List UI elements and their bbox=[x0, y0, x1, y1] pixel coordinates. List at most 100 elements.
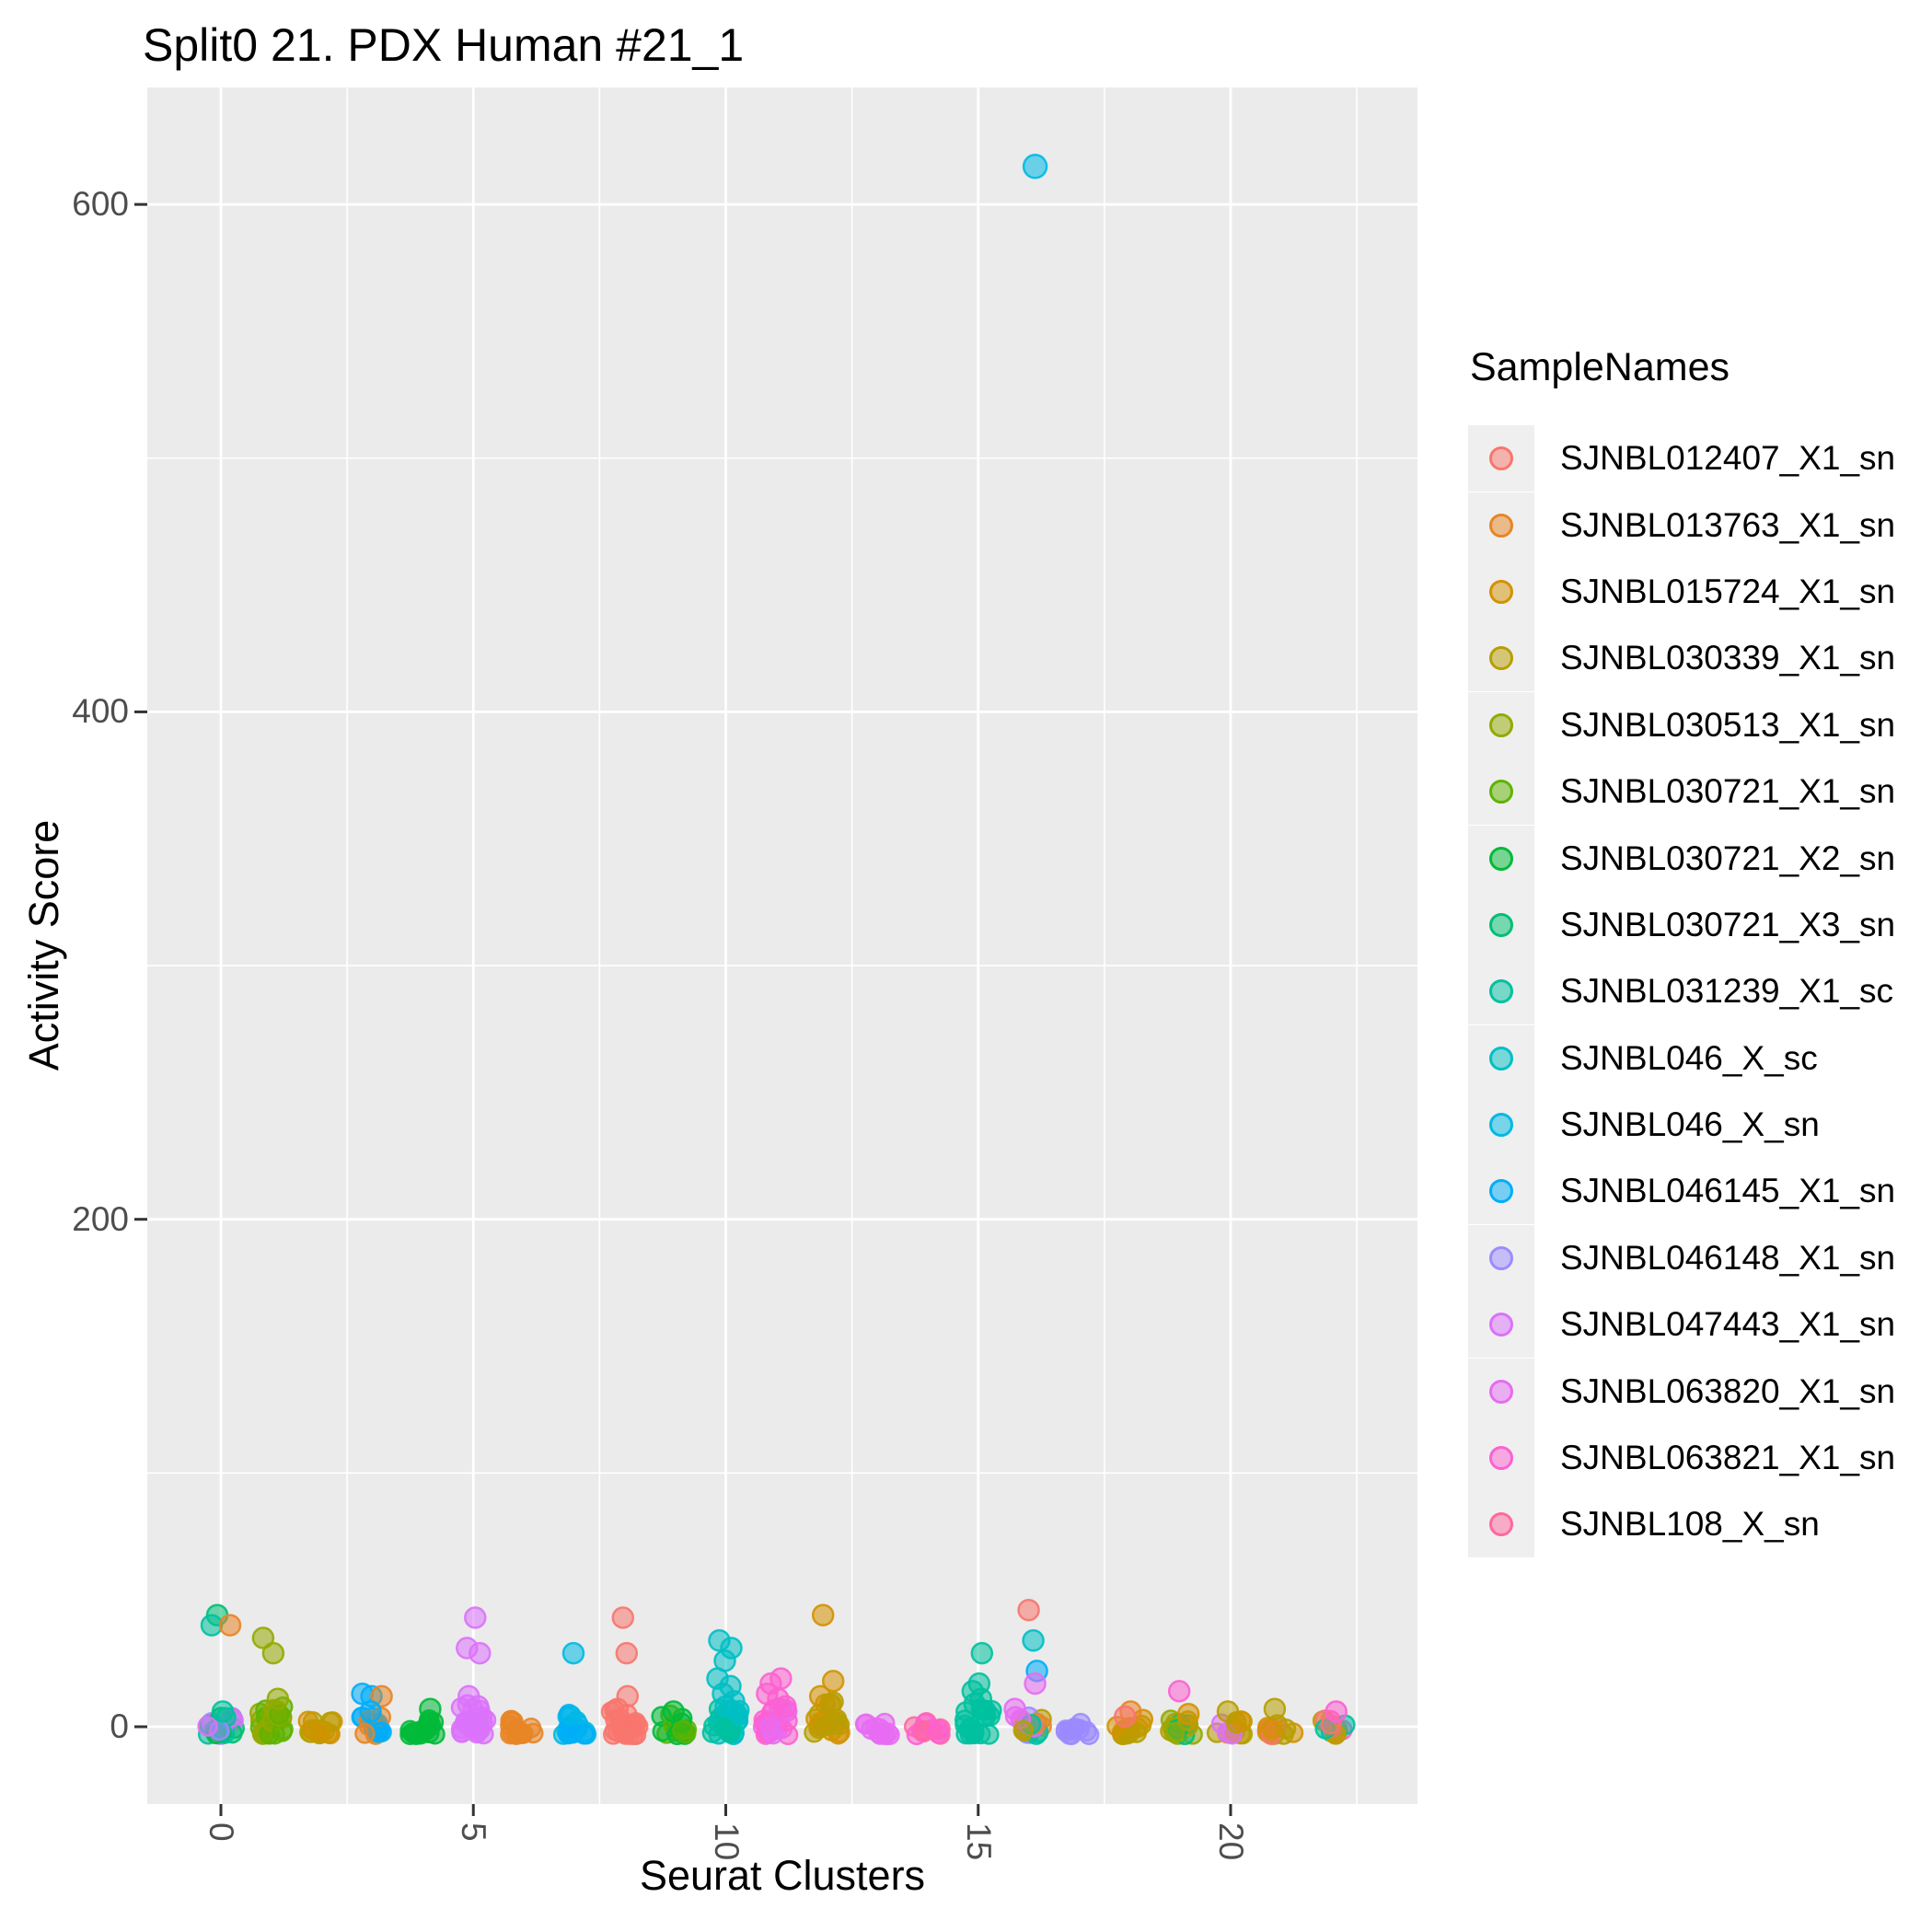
data-point bbox=[821, 1670, 845, 1693]
legend-entry: SJNBL030513_X1_sn bbox=[1468, 691, 1895, 758]
legend-key bbox=[1468, 691, 1534, 758]
data-point bbox=[1022, 1629, 1045, 1652]
legend-rows: SJNBL012407_X1_sn SJNBL013763_X1_sn SJNBL0… bbox=[1468, 425, 1895, 1558]
data-point bbox=[1017, 1598, 1040, 1622]
data-point bbox=[1325, 1700, 1348, 1723]
data-point bbox=[251, 1626, 275, 1649]
legend-entry: SJNBL030721_X2_sn bbox=[1468, 825, 1895, 892]
legend-entry: SJNBL063821_X1_sn bbox=[1468, 1425, 1895, 1492]
legend-entry: SJNBL031239_X1_sc bbox=[1468, 958, 1895, 1025]
legend-entry: SJNBL046148_X1_sn bbox=[1468, 1224, 1895, 1291]
legend-entry: SJNBL046145_X1_sn bbox=[1468, 1158, 1896, 1225]
legend-entry-label: SJNBL012407_X1_sn bbox=[1560, 439, 1896, 478]
legend-entry-label: SJNBL013763_X1_sn bbox=[1560, 505, 1896, 544]
legend-point-icon bbox=[1489, 1446, 1513, 1471]
data-point bbox=[714, 1695, 737, 1718]
legend-entry: SJNBL030721_X1_sn bbox=[1468, 758, 1895, 826]
data-point bbox=[261, 1641, 285, 1665]
data-point bbox=[672, 1719, 693, 1741]
data-point bbox=[1012, 1719, 1035, 1741]
data-point bbox=[1261, 1718, 1283, 1740]
legend: SampleNames SJNBL012407_X1_sn SJNBL013763… bbox=[1468, 345, 1895, 1558]
legend-point-icon bbox=[1489, 1113, 1513, 1138]
legend-point-icon bbox=[1489, 579, 1513, 604]
legend-key bbox=[1468, 1425, 1534, 1492]
data-point bbox=[879, 1724, 900, 1746]
y-axis-title: Activity Score bbox=[20, 819, 67, 1071]
legend-point-icon bbox=[1489, 1313, 1513, 1337]
data-point bbox=[1216, 1700, 1240, 1723]
legend-point-icon bbox=[1489, 712, 1513, 737]
y-tick-label: 200 bbox=[72, 1199, 129, 1238]
legend-entry-label: SJNBL047443_X1_sn bbox=[1560, 1305, 1896, 1344]
data-point bbox=[1126, 1722, 1148, 1743]
legend-key bbox=[1468, 891, 1534, 958]
data-point bbox=[354, 1723, 376, 1744]
legend-entry: SJNBL030339_X1_sn bbox=[1468, 625, 1896, 692]
legend-entry-label: SJNBL030339_X1_sn bbox=[1560, 639, 1896, 677]
legend-entry-label: SJNBL030721_X3_sn bbox=[1560, 905, 1896, 943]
legend-key bbox=[1468, 1092, 1534, 1159]
legend-title: SampleNames bbox=[1470, 345, 1730, 389]
data-point bbox=[467, 1695, 490, 1718]
data-point bbox=[266, 1687, 290, 1710]
legend-entry: SJNBL015724_X1_sn bbox=[1468, 558, 1896, 625]
data-point bbox=[969, 1723, 991, 1745]
y-tick-label: 400 bbox=[72, 692, 129, 731]
data-point bbox=[1263, 1697, 1287, 1720]
legend-point-icon bbox=[1489, 780, 1513, 804]
data-point bbox=[615, 1724, 637, 1745]
data-point bbox=[211, 1700, 235, 1723]
legend-key bbox=[1468, 758, 1534, 826]
data-point bbox=[1055, 1719, 1077, 1741]
x-tick-label: 5 bbox=[455, 1822, 493, 1842]
legend-entry-label: SJNBL046_X_sc bbox=[1560, 1038, 1818, 1077]
data-point bbox=[464, 1606, 487, 1629]
legend-key bbox=[1468, 558, 1534, 625]
legend-point-icon bbox=[1489, 1179, 1513, 1204]
data-point bbox=[359, 1700, 382, 1723]
panel-background bbox=[147, 87, 1417, 1804]
data-point bbox=[308, 1721, 330, 1742]
legend-key bbox=[1468, 625, 1534, 692]
data-point bbox=[970, 1641, 994, 1665]
legend-key bbox=[1468, 425, 1534, 492]
x-tick-label: 10 bbox=[707, 1822, 746, 1861]
data-point bbox=[814, 1716, 835, 1737]
legend-key bbox=[1468, 1224, 1534, 1291]
data-point bbox=[197, 1716, 218, 1737]
data-point bbox=[523, 1722, 544, 1744]
legend-key bbox=[1468, 825, 1534, 892]
outlier-point bbox=[1022, 154, 1048, 179]
legend-key bbox=[1468, 1158, 1534, 1225]
legend-entry-label: SJNBL015724_X1_sn bbox=[1560, 572, 1896, 610]
data-point bbox=[561, 1705, 582, 1727]
legend-entry: SJNBL030721_X3_sn bbox=[1468, 891, 1896, 958]
data-point bbox=[370, 1684, 393, 1708]
data-point bbox=[1024, 1672, 1047, 1695]
data-point bbox=[419, 1697, 442, 1720]
x-tick-label: 15 bbox=[959, 1822, 998, 1861]
data-point bbox=[371, 1721, 392, 1743]
legend-entry: SJNBL047443_X1_sn bbox=[1468, 1291, 1896, 1359]
data-point bbox=[1163, 1722, 1186, 1743]
x-tick-label: 0 bbox=[202, 1822, 240, 1842]
data-point bbox=[818, 1692, 842, 1716]
data-point bbox=[713, 1717, 735, 1739]
legend-entry-label: SJNBL046145_X1_sn bbox=[1560, 1172, 1896, 1210]
legend-entry: SJNBL013763_X1_sn bbox=[1468, 492, 1896, 559]
legend-key bbox=[1468, 958, 1534, 1025]
data-point bbox=[615, 1641, 639, 1665]
data-point bbox=[606, 1697, 630, 1720]
legend-point-icon bbox=[1489, 979, 1513, 1004]
legend-entry-label: SJNBL031239_X1_sc bbox=[1560, 972, 1894, 1011]
data-point bbox=[1176, 1702, 1200, 1726]
plot-title: Split0 21. PDX Human #21_1 bbox=[143, 19, 745, 71]
legend-key bbox=[1468, 1491, 1534, 1558]
data-point bbox=[662, 1700, 685, 1723]
legend-point-icon bbox=[1489, 513, 1513, 538]
data-point bbox=[774, 1695, 797, 1718]
y-tick-label: 0 bbox=[110, 1707, 129, 1745]
x-tick-label: 20 bbox=[1212, 1822, 1250, 1861]
